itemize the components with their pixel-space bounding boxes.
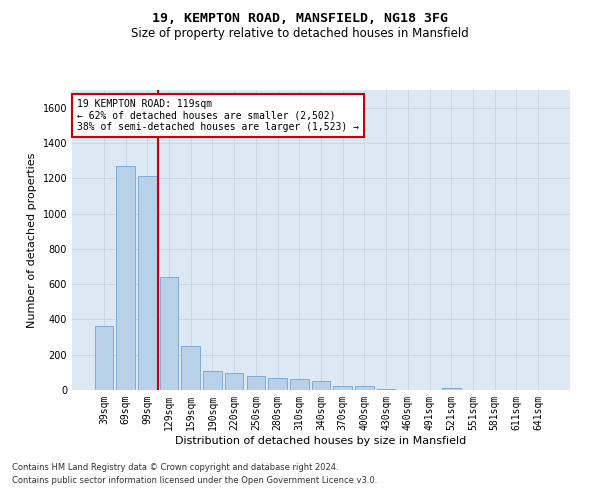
- Bar: [355, 386, 374, 390]
- Bar: [138, 176, 157, 390]
- Bar: [203, 370, 221, 390]
- X-axis label: Distribution of detached houses by size in Mansfield: Distribution of detached houses by size …: [175, 436, 467, 446]
- Bar: [334, 386, 352, 390]
- Y-axis label: Number of detached properties: Number of detached properties: [27, 152, 37, 328]
- Bar: [312, 381, 330, 390]
- Bar: [160, 277, 178, 390]
- Bar: [225, 373, 244, 390]
- Text: Contains HM Land Registry data © Crown copyright and database right 2024.: Contains HM Land Registry data © Crown c…: [12, 464, 338, 472]
- Bar: [268, 378, 287, 390]
- Bar: [442, 388, 461, 390]
- Bar: [290, 380, 308, 390]
- Bar: [377, 389, 395, 390]
- Text: Contains public sector information licensed under the Open Government Licence v3: Contains public sector information licen…: [12, 476, 377, 485]
- Bar: [116, 166, 135, 390]
- Text: Size of property relative to detached houses in Mansfield: Size of property relative to detached ho…: [131, 28, 469, 40]
- Bar: [247, 376, 265, 390]
- Text: 19 KEMPTON ROAD: 119sqm
← 62% of detached houses are smaller (2,502)
38% of semi: 19 KEMPTON ROAD: 119sqm ← 62% of detache…: [77, 99, 359, 132]
- Text: 19, KEMPTON ROAD, MANSFIELD, NG18 3FG: 19, KEMPTON ROAD, MANSFIELD, NG18 3FG: [152, 12, 448, 26]
- Bar: [181, 346, 200, 390]
- Bar: [95, 326, 113, 390]
